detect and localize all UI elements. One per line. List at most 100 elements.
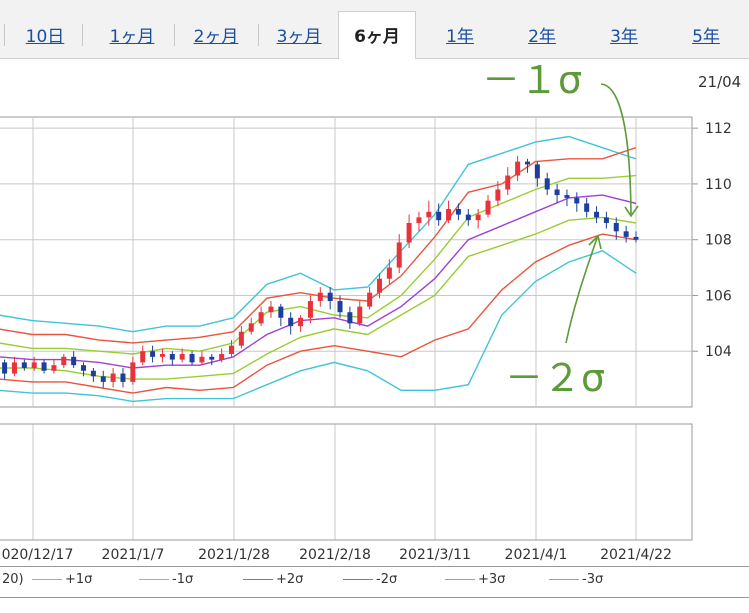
sub-plot-frame bbox=[0, 423, 693, 541]
tab-9[interactable]: 5年 bbox=[692, 27, 720, 47]
y-tick-label: 104 bbox=[705, 344, 732, 360]
annotation-minus1sigma: －１σ bbox=[482, 58, 582, 102]
candle-body bbox=[81, 365, 87, 371]
candle-body bbox=[603, 217, 609, 223]
series-line bbox=[0, 147, 637, 344]
candle-body bbox=[100, 376, 106, 382]
arrowhead-upper bbox=[624, 205, 639, 218]
candle-body bbox=[347, 312, 353, 324]
candle-body bbox=[446, 209, 452, 221]
tab-7[interactable]: 2年 bbox=[528, 27, 556, 47]
legend-swatch bbox=[243, 579, 273, 580]
candle-body bbox=[219, 354, 225, 360]
candle-body bbox=[564, 195, 570, 198]
x-axis-ticks: 2020/12/17 2021/1/7 2021/1/28 2021/2/18 2021… bbox=[0, 547, 672, 563]
candle-body bbox=[140, 351, 146, 363]
legend-partial: 20) bbox=[2, 572, 24, 587]
legend-swatch bbox=[343, 579, 373, 580]
tab-1[interactable]: 10日 bbox=[25, 27, 65, 47]
candle-body bbox=[376, 278, 382, 293]
legend-swatch bbox=[549, 579, 579, 580]
candle-body bbox=[534, 164, 540, 179]
legend-label: -3σ bbox=[582, 572, 604, 587]
candle-body bbox=[426, 211, 432, 218]
candle-body bbox=[623, 231, 629, 237]
legend-item: +3σ bbox=[445, 572, 505, 587]
x-tick-label: 2021/4/1 bbox=[505, 547, 568, 563]
x-tick-label: 2021/2/18 bbox=[299, 547, 371, 563]
legend-swatch bbox=[32, 579, 62, 580]
candle-body bbox=[179, 354, 185, 360]
candle-body bbox=[554, 189, 560, 196]
annotation-minus2sigma: －２σ bbox=[505, 356, 605, 400]
candle-body bbox=[189, 354, 195, 363]
candle-body bbox=[307, 301, 313, 318]
legend-item: -3σ bbox=[549, 572, 603, 587]
x-tick-label: 2021/1/7 bbox=[102, 547, 165, 563]
candle-body bbox=[594, 211, 600, 218]
candle-body bbox=[544, 178, 550, 190]
candle-body bbox=[268, 306, 274, 313]
candle-body bbox=[436, 211, 442, 221]
legend-swatch bbox=[445, 579, 475, 580]
candle-body bbox=[515, 161, 521, 176]
arrowhead-lower bbox=[588, 234, 602, 250]
y-tick-label: 106 bbox=[705, 288, 732, 304]
candle-body bbox=[406, 222, 412, 243]
tab-5[interactable]: 6ヶ月 bbox=[338, 11, 416, 59]
candle-body bbox=[288, 317, 294, 327]
y-tick-label: 110 bbox=[705, 177, 732, 193]
y-axis-ticks: 104 106 108 110 112 bbox=[692, 121, 732, 360]
candle-body bbox=[495, 189, 501, 201]
tab-8[interactable]: 3年 bbox=[610, 27, 638, 47]
candle-body bbox=[278, 306, 284, 318]
y-tick-label: 112 bbox=[705, 121, 732, 137]
candle-body bbox=[120, 373, 126, 382]
legend-label: +3σ bbox=[478, 572, 506, 587]
main-plot-frame bbox=[0, 116, 693, 408]
candle-body bbox=[298, 317, 304, 327]
candle-body bbox=[61, 356, 67, 366]
tab-2[interactable]: 1ヶ月 bbox=[109, 27, 155, 47]
candle-body bbox=[317, 292, 323, 302]
candle-body bbox=[51, 365, 57, 371]
tab-4[interactable]: 3ヶ月 bbox=[276, 27, 322, 47]
legend-label: +2σ bbox=[276, 572, 304, 587]
candle-body bbox=[11, 362, 17, 374]
date-header: 21/04 bbox=[698, 73, 742, 91]
tab-6[interactable]: 1年 bbox=[446, 27, 474, 47]
candle-body bbox=[248, 323, 254, 332]
tab-separator bbox=[82, 24, 83, 46]
candle-body bbox=[159, 354, 165, 357]
annotations: －１σ －２σ bbox=[482, 58, 639, 400]
candle-body bbox=[584, 203, 590, 212]
legend-label: +1σ bbox=[65, 572, 93, 587]
candle-body bbox=[238, 331, 244, 346]
legend-item: +2σ bbox=[243, 572, 303, 587]
candle-body bbox=[574, 197, 580, 204]
tab-3[interactable]: 2ヶ月 bbox=[193, 27, 239, 47]
candle-body bbox=[71, 356, 77, 366]
candle-body bbox=[613, 222, 619, 232]
legend-item: -1σ bbox=[139, 572, 193, 587]
legend-item: -2σ bbox=[343, 572, 397, 587]
candle-body bbox=[337, 301, 343, 313]
candle-body bbox=[41, 362, 47, 371]
candle-body bbox=[357, 306, 363, 324]
series-line bbox=[0, 135, 637, 333]
candle-body bbox=[327, 292, 333, 302]
legend-swatch bbox=[139, 579, 169, 580]
candle-body bbox=[229, 345, 235, 355]
y-tick-label: 108 bbox=[705, 233, 732, 249]
candle-body bbox=[386, 267, 392, 279]
candle-body bbox=[524, 161, 530, 165]
candle-body bbox=[485, 200, 491, 215]
legend-item: +1σ bbox=[32, 572, 92, 587]
x-tick-label: 2021/4/22 bbox=[600, 547, 672, 563]
candle-body bbox=[169, 354, 175, 360]
series-line bbox=[0, 250, 637, 403]
candle-body bbox=[209, 356, 215, 360]
candle-body bbox=[455, 209, 461, 215]
legend-label: -1σ bbox=[172, 572, 194, 587]
x-tick-label: 2021/1/28 bbox=[198, 547, 270, 563]
